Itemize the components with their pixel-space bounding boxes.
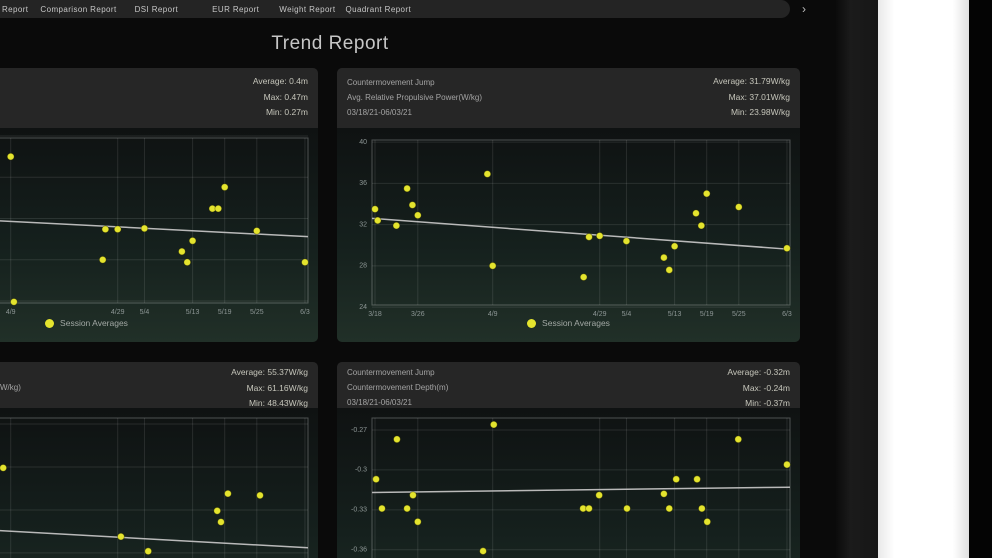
scatter-plot: -0.27-0.3-0.33-0.363/183/264/94/295/45/1… (351, 417, 791, 558)
chart-header: Countermovement Jump Avg. Relative Propu… (337, 68, 800, 128)
stat-max: Max: 61.16W/kg (246, 382, 308, 393)
svg-text:3/26: 3/26 (411, 311, 425, 318)
tab-comparison-report[interactable]: Comparison Report (40, 4, 117, 14)
svg-text:5/25: 5/25 (250, 309, 264, 316)
legend-label: Session Averages (60, 318, 128, 328)
svg-text:24: 24 (359, 304, 367, 311)
scatter-plot: 4/9 4/29 5/4 5/13 5/19 5/25 6/3 (0, 135, 310, 316)
legend-dot-icon (527, 318, 537, 328)
chart-stats: Average: -0.32m Max: -0.24m Min: -0.37m (727, 365, 790, 412)
chevron-right-icon: › (802, 2, 806, 16)
stat-average: Average: 31.79W/kg (713, 76, 790, 86)
svg-text:6/3: 6/3 (300, 309, 310, 316)
stat-max: Max: 0.47m (263, 91, 308, 102)
stat-min: Min: 0.27m (265, 107, 308, 117)
chart-header-left: Countermovement Jump Avg. Relative Propu… (347, 75, 482, 120)
tab-eur-report[interactable]: EUR Report (212, 4, 260, 14)
chart-stats: Average: 0.4m Max: 0.47m Min: 0.27m (253, 74, 308, 121)
nav-next-button[interactable]: › (796, 1, 812, 17)
chart-panel-bottom-left: W/kg) Average: 55.37W/kg Max: 61.16W/kg … (0, 362, 318, 558)
svg-text:5/19: 5/19 (700, 311, 714, 318)
scatter-plot: 4/94/295/45/135/195/256/3 (0, 417, 309, 558)
chart-stats: Average: 55.37W/kg Max: 61.16W/kg Min: 4… (231, 365, 308, 412)
svg-text:-0.36: -0.36 (351, 547, 367, 554)
svg-text:6/3: 6/3 (782, 311, 792, 318)
svg-text:-0.27: -0.27 (351, 427, 367, 434)
stat-min: Min: 48.43W/kg (248, 398, 308, 408)
stat-min: Min: -0.37m (745, 398, 790, 408)
chart-panel-top-right: Countermovement Jump Avg. Relative Propu… (337, 68, 800, 342)
chart-header: Countermovement Jump Countermovement Dep… (337, 362, 800, 408)
chart-header-left: W/kg) (0, 365, 21, 410)
stat-max: Max: -0.24m (742, 382, 790, 393)
legend: Session Averages (0, 318, 318, 328)
svg-text:5/4: 5/4 (140, 309, 150, 316)
svg-text:32: 32 (359, 221, 367, 228)
chart-header: Average: 0.4m Max: 0.47m Min: 0.27m (0, 68, 318, 128)
svg-text:5/25: 5/25 (732, 311, 746, 318)
svg-text:5/4: 5/4 (622, 311, 632, 318)
app-window: Report Comparison Report DSI Report EUR … (0, 0, 812, 558)
device-black-edge (969, 0, 992, 558)
legend-label: Session Averages (542, 318, 610, 328)
chart-header: W/kg) Average: 55.37W/kg Max: 61.16W/kg … (0, 362, 318, 408)
legend-dot-icon (45, 318, 55, 328)
svg-text:36: 36 (359, 180, 367, 187)
chart-stats: Average: 31.79W/kg Max: 37.01W/kg Min: 2… (713, 74, 790, 121)
chart-title: Countermovement Jump (347, 368, 435, 377)
svg-text:-0.33: -0.33 (351, 507, 367, 514)
svg-text:4/29: 4/29 (593, 311, 607, 318)
svg-text:40: 40 (359, 139, 367, 146)
svg-text:5/13: 5/13 (186, 309, 200, 316)
chart-metric: W/kg) (0, 383, 21, 392)
chart-panel-bottom-right: Countermovement Jump Countermovement Dep… (337, 362, 800, 558)
stat-min: Min: 23.98W/kg (730, 107, 790, 117)
svg-text:28: 28 (359, 263, 367, 270)
stat-average: Average: 55.37W/kg (231, 367, 308, 377)
svg-text:5/19: 5/19 (218, 309, 232, 316)
chart-metric: Countermovement Depth(m) (347, 383, 449, 392)
tab-quadrant-report[interactable]: Quadrant Report (345, 4, 412, 14)
scatter-plot: 40 36 32 28 243/18 3/26 4/9 4/29 5/4 5/13 5/19 5/25… (359, 139, 792, 318)
svg-text:4/29: 4/29 (111, 309, 125, 316)
svg-text:3/18: 3/18 (368, 311, 382, 318)
svg-text:4/9: 4/9 (6, 309, 16, 316)
chart-date-range: 03/18/21-06/03/21 (347, 398, 412, 407)
device-bezel (836, 0, 878, 558)
stat-average: Average: -0.32m (727, 367, 790, 377)
chart-metric: Avg. Relative Propulsive Power(W/kg) (347, 93, 483, 102)
tab-report[interactable]: Report (2, 4, 29, 14)
plot-background (337, 408, 800, 558)
tab-weight-report[interactable]: Weight Report (279, 4, 336, 14)
chart-panel-top-left: Average: 0.4m Max: 0.47m Min: 0.27m 4/9 4… (0, 68, 318, 342)
stat-max: Max: 37.01W/kg (728, 91, 790, 102)
chart-header-left: Countermovement Jump Countermovement Dep… (347, 365, 448, 410)
chart-date-range: 03/18/21-06/03/21 (347, 108, 412, 117)
stat-average: Average: 0.4m (252, 76, 308, 86)
plot-background (337, 128, 800, 342)
svg-text:4/9: 4/9 (488, 311, 498, 318)
chart-title: Countermovement Jump (347, 78, 435, 87)
tab-dsi-report[interactable]: DSI Report (134, 4, 179, 14)
page-title: Trend Report (271, 33, 389, 54)
device-white-edge (878, 0, 969, 558)
nav-bar: Report Comparison Report DSI Report EUR … (0, 0, 790, 18)
svg-text:-0.3: -0.3 (355, 467, 367, 474)
legend: Session Averages (337, 318, 800, 328)
svg-text:5/13: 5/13 (668, 311, 682, 318)
